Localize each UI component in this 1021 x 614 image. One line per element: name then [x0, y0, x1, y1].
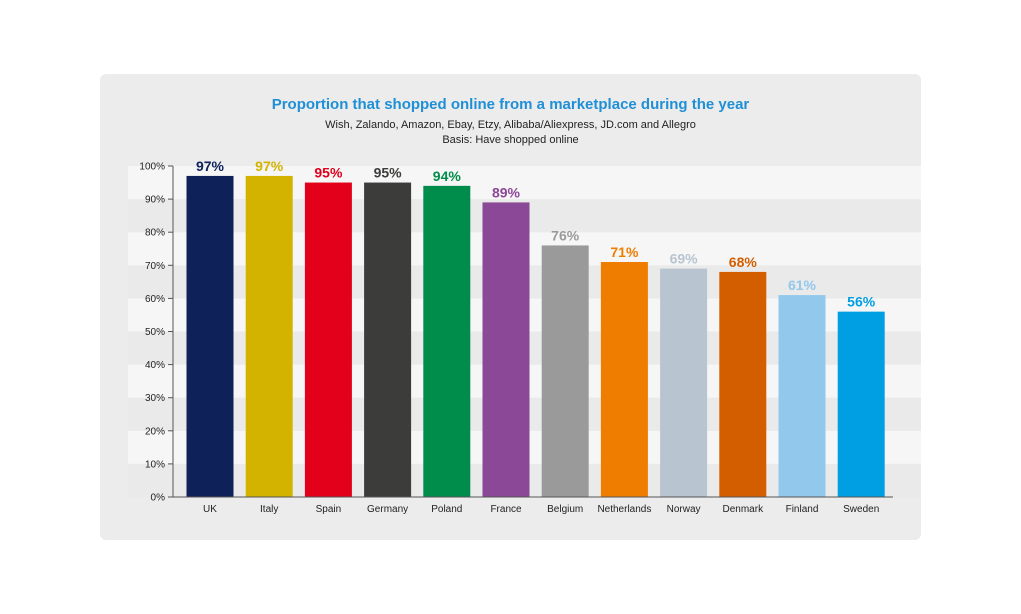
- bar-value-label: 97%: [196, 158, 225, 174]
- chart-note: Basis: Have shopped online: [442, 134, 579, 146]
- x-category-label: Italy: [260, 504, 278, 515]
- bar-value-label: 89%: [492, 184, 521, 200]
- y-tick-label: 80%: [145, 228, 165, 239]
- bar-value-label: 76%: [551, 227, 580, 243]
- bar-poland: [423, 185, 471, 498]
- y-tick-label: 40%: [145, 360, 165, 371]
- y-tick-label: 20%: [145, 426, 165, 437]
- x-category-label: Spain: [316, 504, 342, 515]
- bar-value-label: 95%: [314, 165, 343, 181]
- bar-value-label: 97%: [255, 158, 284, 174]
- x-category-label: Denmark: [723, 504, 765, 515]
- bar-finland: [778, 295, 826, 497]
- x-category-label: Poland: [431, 504, 462, 515]
- bar-value-label: 68%: [729, 254, 758, 270]
- x-category-label: UK: [203, 504, 217, 515]
- bar-value-label: 56%: [847, 294, 876, 310]
- bar-spain: [304, 182, 352, 498]
- bar-italy: [245, 175, 293, 497]
- bar-norway: [660, 268, 708, 497]
- bar-uk: [186, 175, 234, 497]
- y-tick-label: 90%: [145, 195, 165, 206]
- bar-germany: [364, 182, 412, 498]
- bar-france: [482, 202, 530, 497]
- x-category-label: Belgium: [547, 504, 583, 515]
- y-tick-label: 60%: [145, 294, 165, 305]
- y-tick-label: 0%: [151, 493, 166, 504]
- x-category-label: Sweden: [843, 504, 879, 515]
- x-category-label: Norway: [667, 504, 701, 515]
- y-tick-label: 30%: [145, 393, 165, 404]
- chart-subtitle: Wish, Zalando, Amazon, Ebay, Etzy, Aliba…: [325, 119, 696, 131]
- x-category-label: Germany: [367, 504, 408, 515]
- x-category-label: Netherlands: [597, 504, 651, 515]
- bar-value-label: 61%: [788, 277, 817, 293]
- bar-value-label: 71%: [610, 244, 639, 260]
- bar-netherlands: [600, 261, 648, 497]
- bar-belgium: [541, 245, 589, 497]
- x-category-label: Finland: [786, 504, 819, 515]
- y-tick-label: 70%: [145, 261, 165, 272]
- chart-card: Proportion that shopped online from a ma…: [100, 74, 921, 540]
- bar-sweden: [837, 311, 885, 497]
- y-tick-label: 10%: [145, 459, 165, 470]
- bar-value-label: 69%: [670, 251, 699, 267]
- chart-title: Proportion that shopped online from a ma…: [271, 96, 750, 113]
- x-category-label: France: [490, 504, 522, 515]
- bar-value-label: 94%: [433, 168, 462, 184]
- bar-value-label: 95%: [374, 165, 403, 181]
- bar-chart: 0% 10% 20% 30% 40% 50% 60% 70% 80% 90% 100% 97% UK 97…: [128, 158, 921, 515]
- y-tick-label: 100%: [139, 162, 165, 173]
- y-tick-label: 50%: [145, 327, 165, 338]
- bar-denmark: [719, 271, 767, 497]
